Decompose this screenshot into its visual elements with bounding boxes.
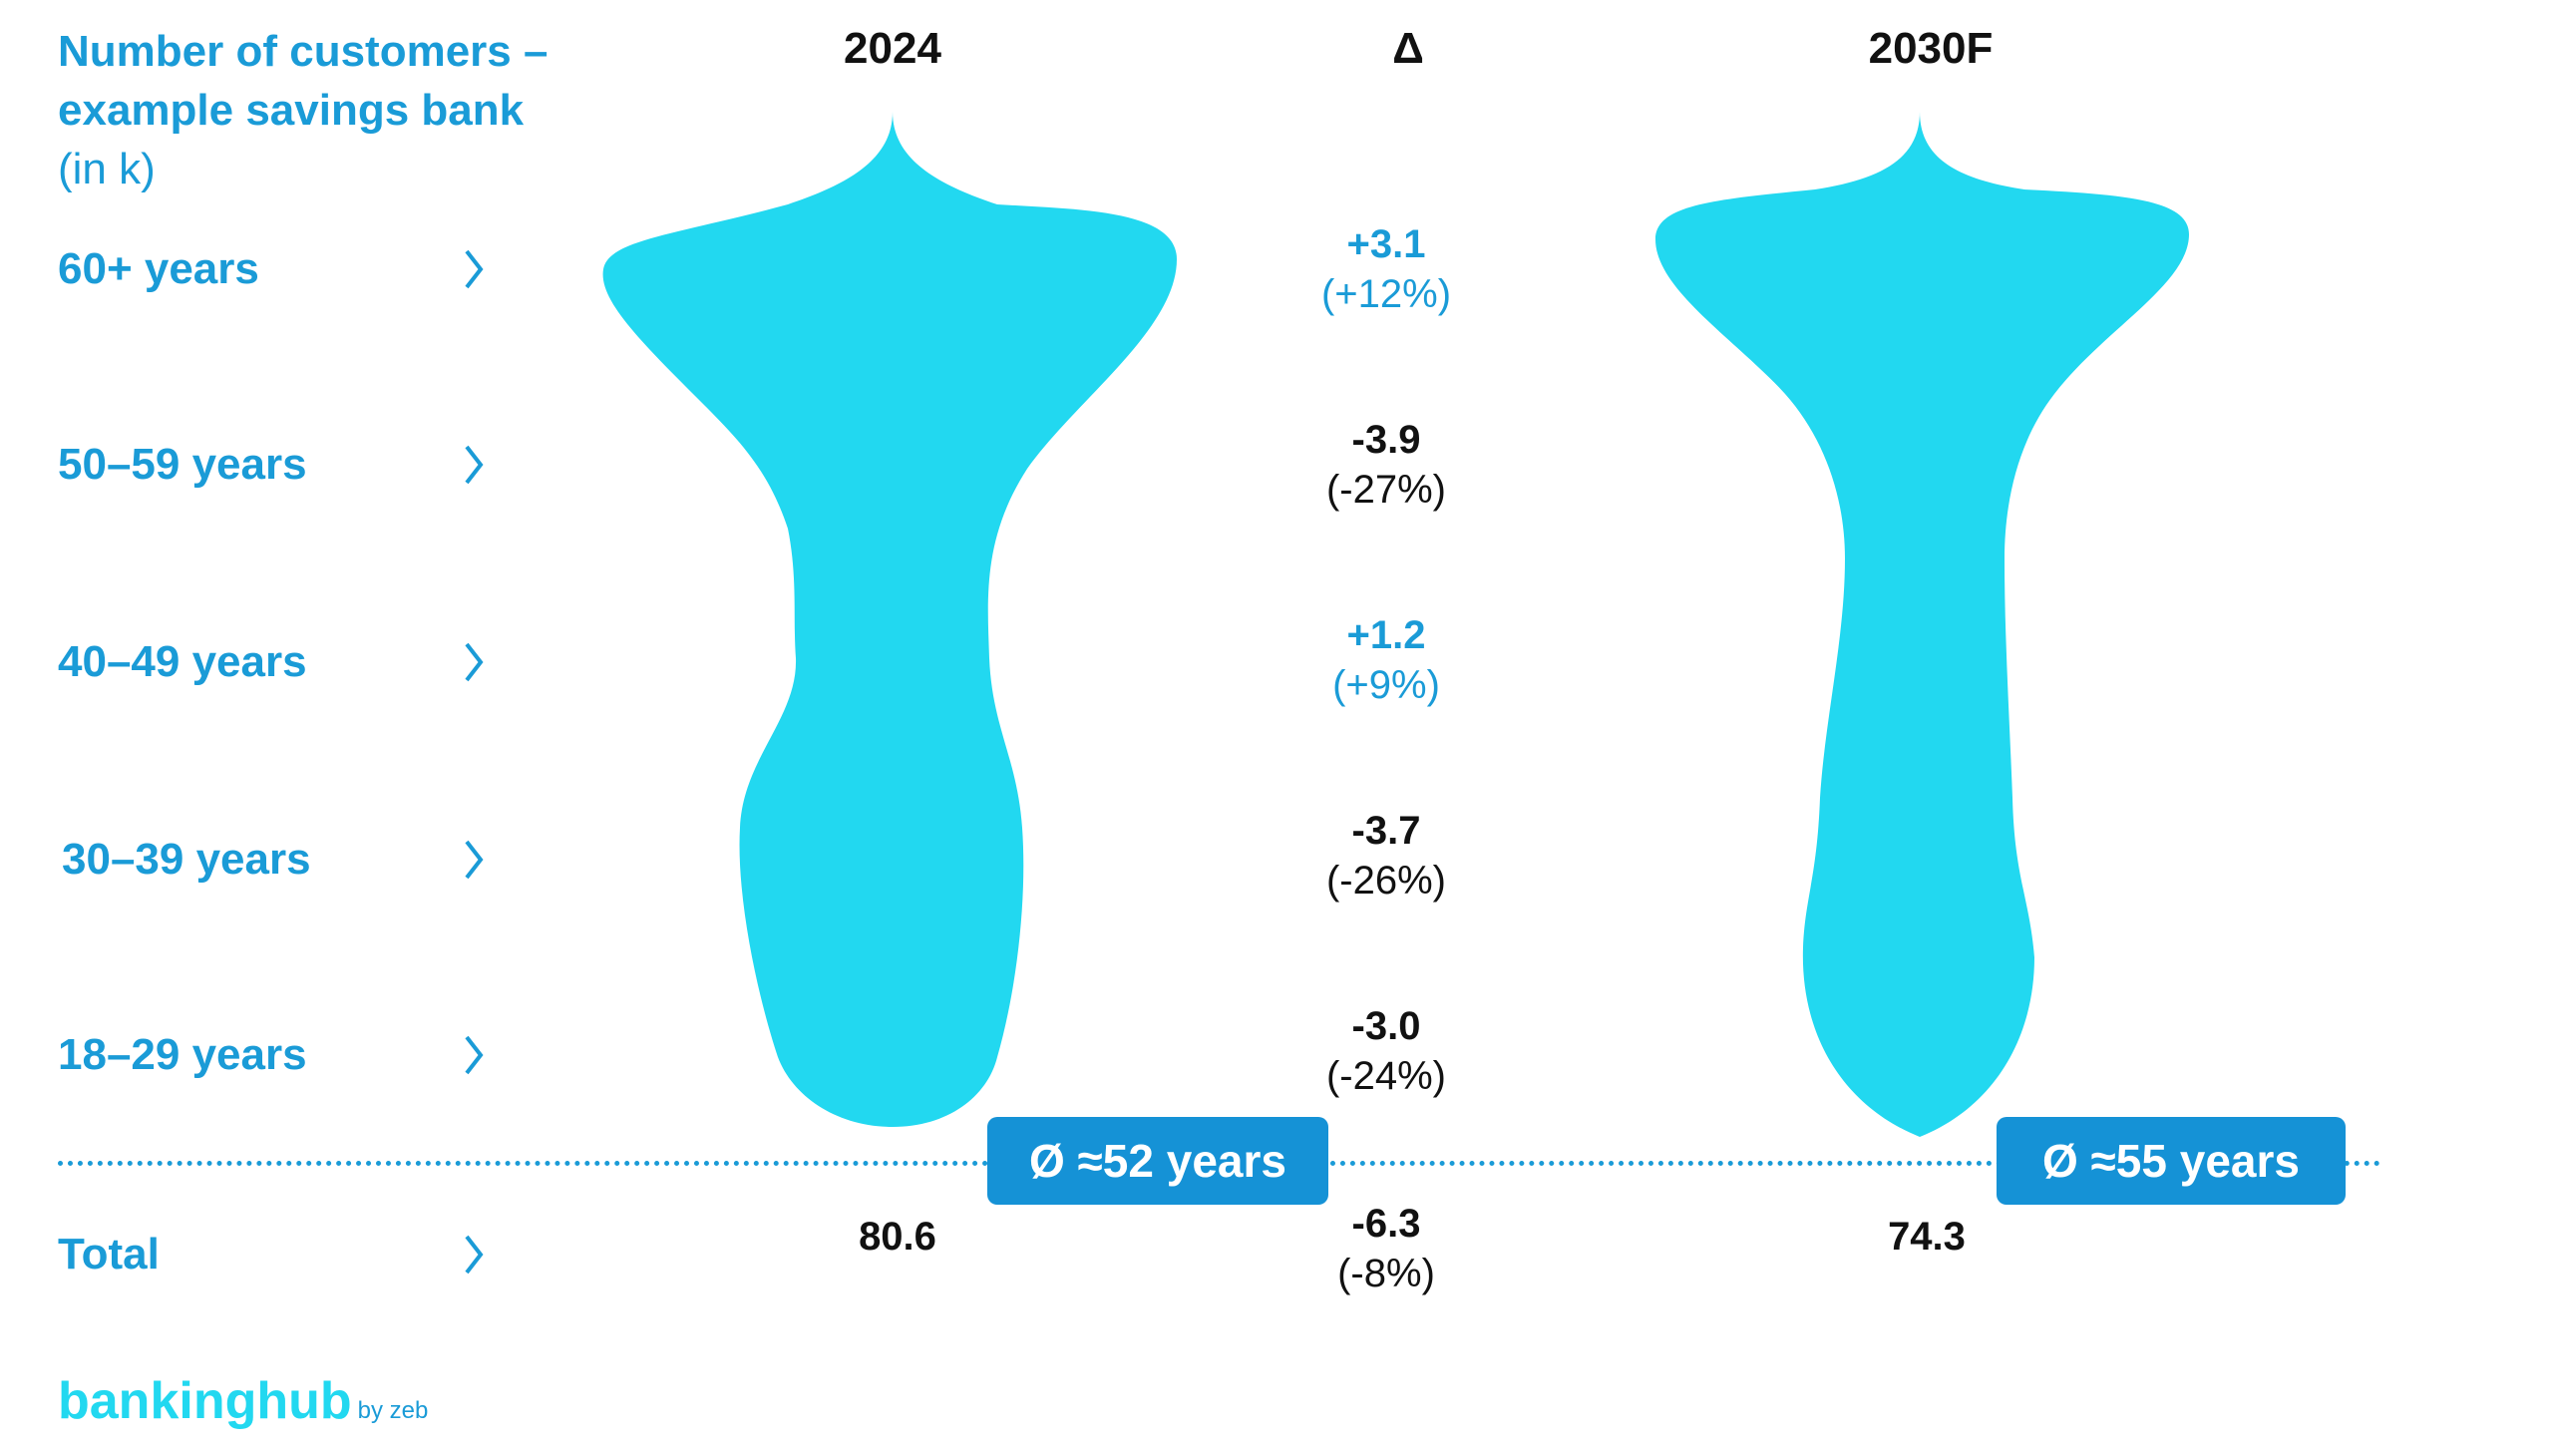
chevron-right-icon bbox=[465, 249, 484, 289]
chevron-right-icon bbox=[465, 1035, 484, 1075]
delta-40-49: +1.2 (+9%) bbox=[1237, 610, 1536, 710]
delta-value: +1.2 bbox=[1346, 613, 1426, 657]
delta-percent: (-8%) bbox=[1337, 1252, 1435, 1295]
delta-60plus: +3.1 (+12%) bbox=[1237, 219, 1536, 319]
delta-percent: (+12%) bbox=[1320, 272, 1452, 316]
row-label-total: Total bbox=[58, 1230, 160, 1278]
total-2024: 80.6 bbox=[859, 1215, 936, 1259]
average-age-badge-2024: Ø ≈52 years bbox=[987, 1117, 1328, 1205]
violin-2024 bbox=[602, 112, 1177, 1127]
delta-50-59: -3.9 (-27%) bbox=[1237, 415, 1536, 515]
row-label-50-59: 50–59 years bbox=[58, 440, 307, 489]
delta-percent: (-26%) bbox=[1325, 859, 1447, 903]
delta-total: -6.3 (-8%) bbox=[1237, 1199, 1536, 1298]
chevron-right-icon bbox=[465, 642, 484, 682]
chevron-right-icon bbox=[465, 445, 484, 485]
delta-percent: (-27%) bbox=[1325, 468, 1447, 512]
row-label-18-29: 18–29 years bbox=[58, 1030, 307, 1079]
delta-value: +3.1 bbox=[1346, 222, 1426, 266]
column-header-delta: Δ bbox=[1392, 24, 1424, 73]
chart-title: Number of customers – example savings ba… bbox=[58, 22, 656, 198]
column-header-2024: 2024 bbox=[844, 24, 941, 73]
average-age-badge-2030f: Ø ≈55 years bbox=[1997, 1117, 2346, 1205]
logo-main: bankinghub bbox=[58, 1372, 352, 1430]
delta-value: -3.7 bbox=[1351, 809, 1421, 853]
chevron-right-icon bbox=[465, 840, 484, 880]
delta-18-29: -3.0 (-24%) bbox=[1237, 1001, 1536, 1101]
title-line2: example savings bank bbox=[58, 86, 525, 135]
delta-value: -3.9 bbox=[1351, 418, 1421, 462]
delta-value: -6.3 bbox=[1351, 1202, 1421, 1246]
bankinghub-logo: bankinghub by zeb bbox=[58, 1371, 428, 1431]
chevron-right-icon bbox=[465, 1235, 484, 1274]
delta-30-39: -3.7 (-26%) bbox=[1237, 806, 1536, 906]
column-header-2030f: 2030F bbox=[1868, 24, 1994, 73]
title-unit: (in k) bbox=[58, 145, 156, 193]
row-label-60plus: 60+ years bbox=[58, 244, 259, 293]
logo-sub: by zeb bbox=[357, 1397, 429, 1424]
row-label-30-39: 30–39 years bbox=[62, 835, 311, 884]
delta-value: -3.0 bbox=[1351, 1004, 1421, 1048]
title-line1: Number of customers – bbox=[58, 27, 548, 76]
total-2030f: 74.3 bbox=[1888, 1215, 1966, 1259]
row-label-40-49: 40–49 years bbox=[58, 637, 307, 686]
delta-percent: (-24%) bbox=[1325, 1054, 1447, 1098]
violin-2030f bbox=[1655, 112, 2189, 1137]
delta-percent: (+9%) bbox=[1332, 663, 1440, 707]
